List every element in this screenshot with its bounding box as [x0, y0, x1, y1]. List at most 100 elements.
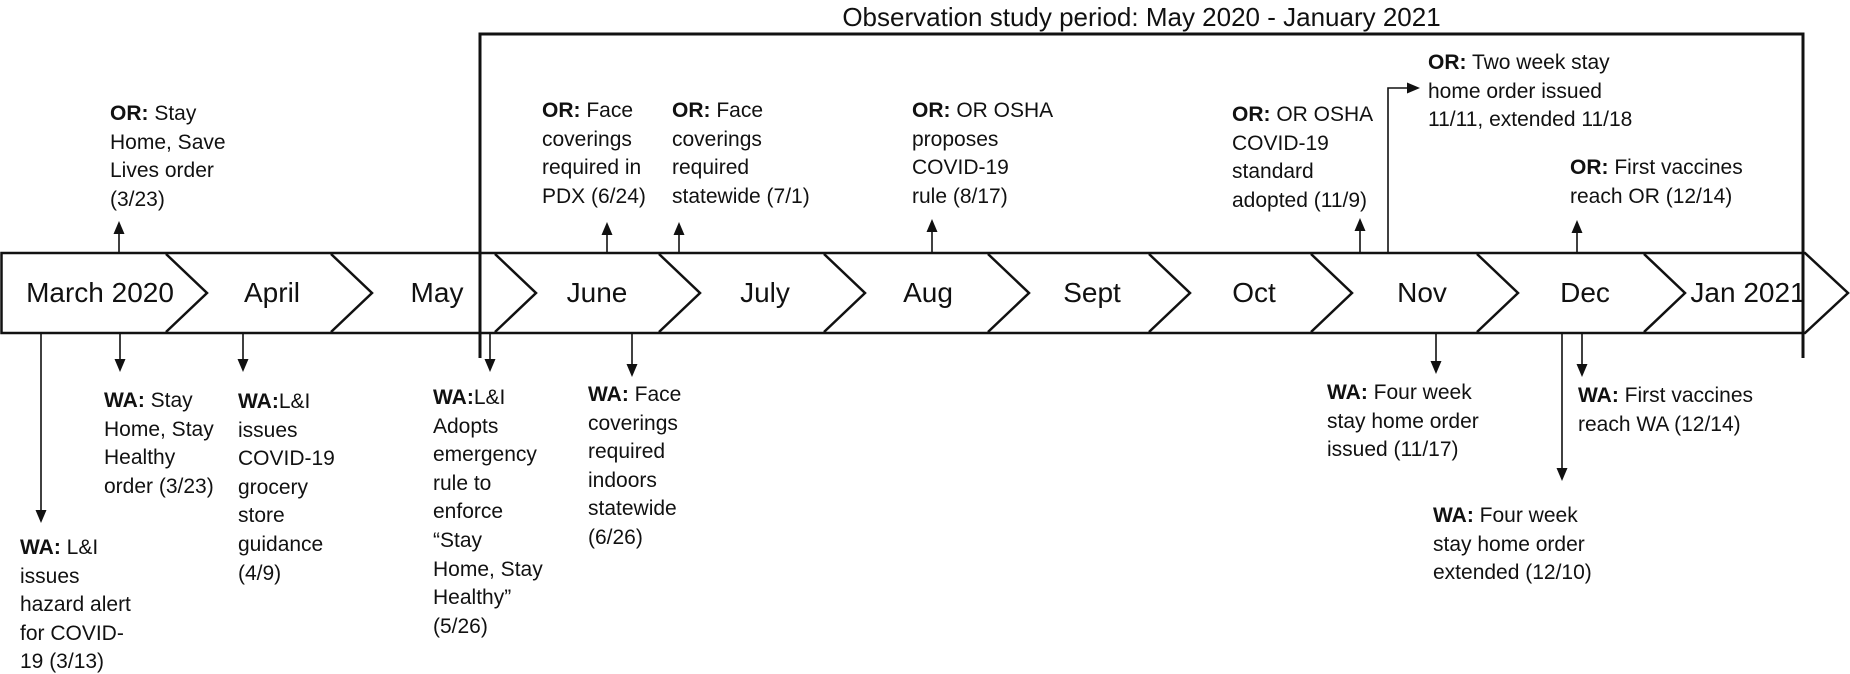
month-label-aug: Aug — [903, 277, 953, 308]
event-text-line: stay home order — [1327, 409, 1479, 433]
event-text-line: grocery — [238, 475, 309, 499]
event-text-line: WA: Four week — [1327, 381, 1472, 404]
arrowhead-down-icon — [626, 364, 638, 377]
event-text-line: Adopts — [433, 414, 499, 438]
event-or-two-week: OR: Two week stay home order issued 11/11,… — [1428, 49, 1632, 135]
event-text-line: issues — [20, 564, 80, 588]
event-text-line: PDX (6/24) — [542, 184, 646, 208]
state-prefix: WA: — [20, 536, 61, 559]
event-or-osha-proposes: OR: OR OSHA proposes COVID-19 rule (8/17) — [912, 97, 1053, 211]
event-text-line: OR: First vaccines — [1570, 156, 1743, 179]
event-text-line: stay home order — [1433, 532, 1585, 556]
event-text-line: Home, Stay — [433, 557, 543, 581]
event-text-line: issued (11/17) — [1327, 438, 1459, 462]
event-or-pdx: OR: Face coverings required in PDX (6/24) — [542, 97, 646, 211]
event-text-line: (3/23) — [110, 187, 165, 211]
month-label-june: June — [566, 277, 628, 308]
month-label-jan-2021: Jan 2021 — [1690, 277, 1806, 308]
event-or-stay-home: OR: Stay Home, Save Lives order (3/23) — [110, 100, 226, 214]
arrowhead-up-icon — [1354, 218, 1366, 231]
arrowhead-up-icon — [1571, 220, 1583, 233]
event-text-line: “Stay — [433, 528, 483, 552]
event-text-line: adopted (11/9) — [1232, 188, 1368, 212]
event-text-line: 19 (3/13) — [20, 650, 105, 674]
state-prefix: WA: — [1327, 381, 1368, 404]
event-text-line: required — [672, 156, 750, 180]
event-text-line: coverings — [542, 127, 632, 151]
event-text-line: OR: Stay — [110, 102, 197, 125]
event-text-line: OR: Face — [672, 99, 764, 122]
event-text-line: WA: Four week — [1433, 504, 1578, 527]
month-label-nov: Nov — [1397, 277, 1447, 308]
event-elbow-arrow-or_two_week — [1387, 87, 1408, 252]
state-prefix: WA: — [433, 386, 474, 409]
event-text-line: extended (12/10) — [1433, 561, 1592, 585]
event-text-line: rule to — [433, 471, 492, 495]
event-text-line: WA: Stay — [104, 389, 193, 412]
event-text-line: statewide (7/1) — [672, 184, 810, 208]
event-text-line: Healthy” — [433, 586, 512, 610]
month-label-july: July — [740, 277, 790, 308]
state-prefix: WA: — [1433, 504, 1474, 527]
month-label-oct: Oct — [1232, 277, 1276, 308]
event-wa-issued: WA: Four week stay home order issued (11/1… — [1327, 379, 1479, 465]
event-text-line: (5/26) — [433, 614, 488, 638]
arrowhead-down-icon — [114, 359, 126, 372]
observation-period-title: Observation study period: May 2020 - Jan… — [842, 2, 1441, 32]
event-text-line: home order issued — [1428, 79, 1602, 103]
state-prefix: WA: — [588, 383, 629, 406]
event-text-line: required in — [542, 156, 642, 180]
arrowhead-up-icon — [601, 222, 613, 235]
event-text-line: (4/9) — [238, 561, 282, 585]
event-text-line: enforce — [433, 500, 504, 524]
month-label-march-2020: March 2020 — [26, 277, 174, 308]
event-wa-face: WA: Face coverings required indoors statewid… — [588, 381, 681, 553]
event-text-line: coverings — [672, 127, 762, 151]
event-text-line: guidance — [238, 532, 324, 556]
arrowhead-up-icon — [673, 222, 685, 235]
event-text-line: OR: Face — [542, 99, 634, 122]
event-text-line: store — [238, 504, 285, 528]
month-divider-chevron — [494, 253, 538, 333]
event-text-line: reach WA (12/14) — [1578, 412, 1741, 436]
month-divider-chevron — [165, 253, 209, 333]
state-prefix: OR: — [542, 99, 581, 122]
arrowhead-down-icon — [1576, 364, 1588, 377]
arrowhead-down-icon — [484, 359, 496, 372]
arrowhead-right-icon — [1407, 82, 1420, 94]
event-text-line: reach OR (12/14) — [1570, 184, 1733, 208]
event-text-line: issues — [238, 418, 298, 442]
event-text-line: standard — [1232, 160, 1314, 184]
event-text-line: Home, Save — [110, 130, 226, 154]
event-text-line: COVID-19 — [912, 156, 1009, 180]
event-wa-extended: WA: Four week stay home order extended (12… — [1433, 502, 1592, 588]
event-text-line: coverings — [588, 411, 678, 435]
month-label-april: April — [243, 277, 301, 308]
event-text-line: proposes — [912, 127, 999, 151]
event-text-line: rule (8/17) — [912, 184, 1008, 208]
month-divider-chevron — [823, 253, 867, 333]
event-text-line: required — [588, 440, 666, 464]
month-label-may: May — [410, 277, 464, 308]
state-prefix: OR: — [672, 99, 711, 122]
event-or-statewide: OR: Face coverings required statewide (7/1) — [672, 97, 810, 211]
event-text-line: for COVID- — [20, 621, 124, 645]
event-text-line: WA: Face — [588, 383, 682, 406]
state-prefix: WA: — [238, 390, 279, 413]
event-text-line: 11/11, extended 11/18 — [1428, 108, 1633, 132]
month-divider-chevron — [330, 253, 374, 333]
event-wa-stay-home: WA: Stay Home, Stay Healthy order (3/23) — [104, 387, 214, 501]
arrowhead-down-icon — [1430, 361, 1442, 374]
month-divider-chevron — [1310, 253, 1354, 333]
event-text-line: Lives order — [110, 159, 214, 183]
event-text-line: order (3/23) — [104, 474, 214, 498]
event-text-line: Home, Stay — [104, 417, 214, 441]
event-text-line: WA:L&I — [238, 390, 311, 413]
event-wa-adopts: WA:L&I Adopts emergency rule to enforce “Stay… — [433, 384, 543, 641]
event-text-line: WA:L&I — [433, 386, 506, 409]
event-text-line: OR: OR OSHA — [1232, 103, 1374, 126]
event-text-line: OR: OR OSHA — [912, 99, 1054, 122]
event-text-line: COVID-19 — [1232, 131, 1329, 155]
